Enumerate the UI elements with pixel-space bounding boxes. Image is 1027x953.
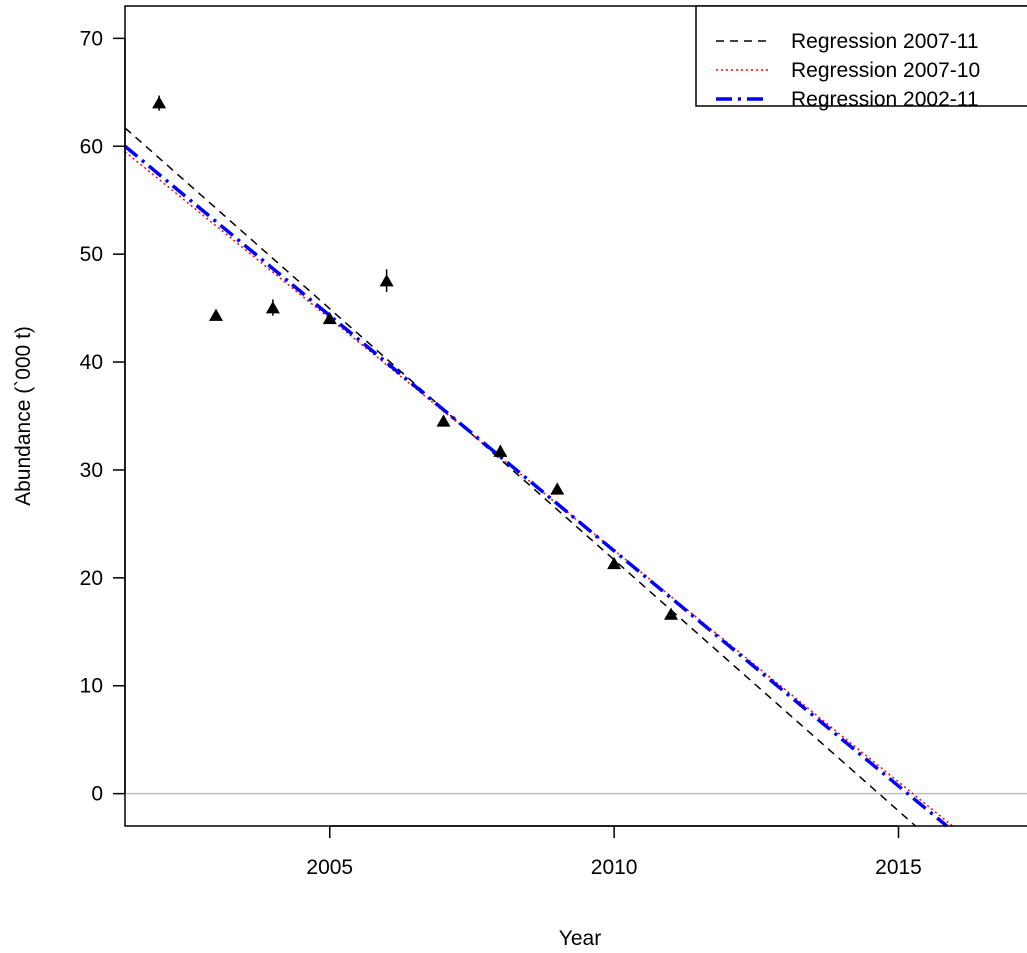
x-axis-title: Year bbox=[559, 927, 601, 950]
x-tick-label: 2010 bbox=[591, 856, 638, 879]
legend-box bbox=[695, 5, 1027, 107]
y-tick-label: 0 bbox=[91, 783, 103, 806]
y-axis-title: Abundance (`000 t) bbox=[12, 326, 35, 506]
y-axis: 0 10 20 30 40 50 60 70 bbox=[80, 27, 126, 806]
data-point bbox=[209, 308, 223, 321]
x-axis: 2005 2010 2015 bbox=[306, 825, 922, 879]
data-point bbox=[436, 414, 451, 427]
regression-line-3 bbox=[123, 144, 948, 828]
plot-frame bbox=[124, 5, 1027, 827]
y-tick-label: 20 bbox=[80, 567, 103, 590]
y-tick-label: 40 bbox=[80, 351, 103, 374]
data-point bbox=[607, 556, 622, 570]
legend-label: Regression 2007-11 bbox=[791, 30, 979, 53]
data-point bbox=[152, 96, 167, 109]
y-tick-label: 50 bbox=[80, 243, 103, 266]
data-point bbox=[493, 444, 508, 457]
data-points bbox=[152, 95, 678, 620]
legend-label: Regression 2002-11 bbox=[791, 88, 979, 111]
data-point bbox=[322, 311, 337, 325]
data-point bbox=[379, 274, 394, 287]
y-tick-label: 10 bbox=[80, 675, 103, 698]
y-tick-label: 70 bbox=[80, 27, 103, 50]
data-point bbox=[664, 607, 678, 620]
legend-label: Regression 2007-10 bbox=[791, 59, 980, 82]
y-tick-label: 60 bbox=[80, 135, 103, 158]
legend: Regression 2007-11 Regression 2007-10 Regr… bbox=[695, 5, 1027, 111]
regression-line-1 bbox=[124, 127, 917, 827]
data-point bbox=[265, 301, 280, 314]
regression-lines bbox=[123, 127, 954, 828]
data-point bbox=[550, 482, 565, 495]
x-tick-label: 2015 bbox=[875, 856, 922, 879]
y-tick-label: 30 bbox=[80, 459, 103, 482]
x-tick-label: 2005 bbox=[306, 856, 353, 879]
